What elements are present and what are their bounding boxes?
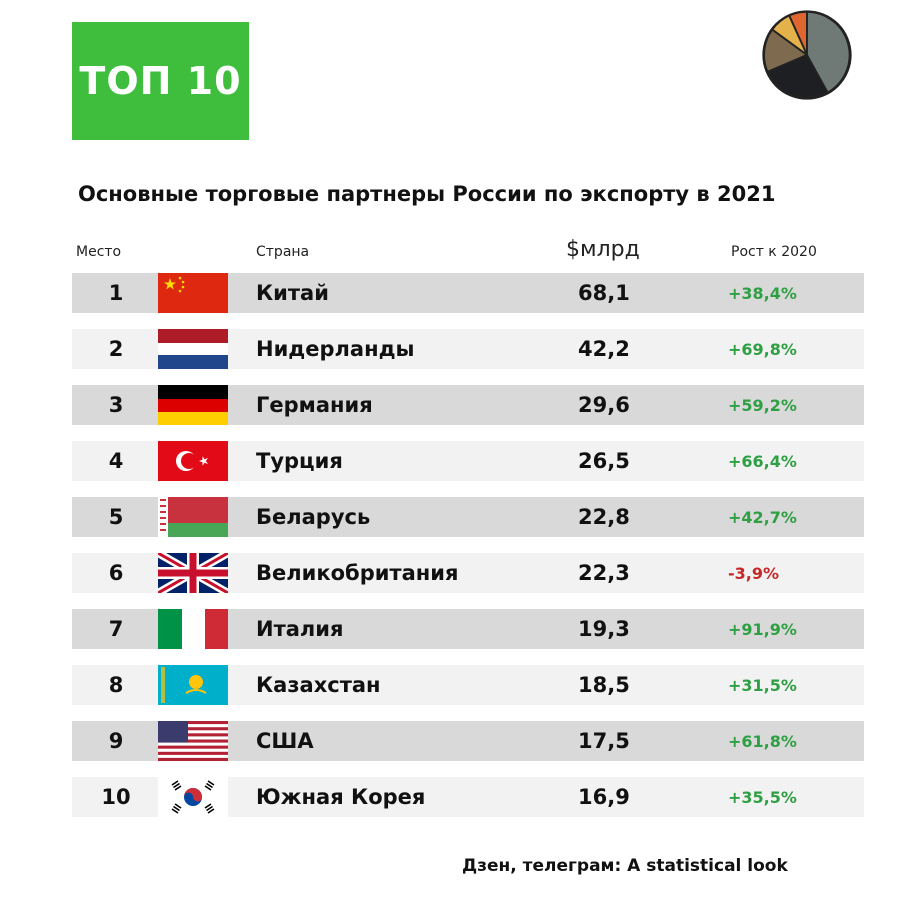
table-row: 7 Италия 19,3 +91,9% xyxy=(72,609,864,649)
rank-number: 8 xyxy=(108,673,124,697)
country-name: США xyxy=(256,729,314,753)
growth-percent: +38,4% xyxy=(728,283,797,303)
export-value: 68,1 xyxy=(578,281,630,305)
growth-percent: +66,4% xyxy=(728,451,797,471)
export-value: 29,6 xyxy=(578,393,630,417)
column-header-country: Страна xyxy=(256,244,310,260)
growth-percent: +59,2% xyxy=(728,395,797,415)
rank-number: 7 xyxy=(108,617,124,641)
country-name: Италия xyxy=(256,617,344,641)
rank-number: 2 xyxy=(108,337,124,361)
country-name: Германия xyxy=(256,393,373,417)
table-row: 10 Южная Корея 16,9 +35,5% xyxy=(72,777,864,817)
germany-flag-icon xyxy=(158,385,228,425)
country-name: Нидерланды xyxy=(256,337,415,361)
growth-percent: +61,8% xyxy=(728,731,797,751)
export-value: 19,3 xyxy=(578,617,630,641)
export-value: 17,5 xyxy=(578,729,630,753)
italy-flag-icon xyxy=(158,609,228,649)
country-name: Великобритания xyxy=(256,561,459,585)
table-row: 3 Германия 29,6 +59,2% xyxy=(72,385,864,425)
country-name: Турция xyxy=(256,449,343,473)
chart-title: Основные торговые партнеры России по экс… xyxy=(78,182,776,206)
growth-percent: +69,8% xyxy=(728,339,797,359)
south-korea-flag-icon xyxy=(158,777,228,817)
usa-flag-icon xyxy=(158,721,228,761)
growth-percent: +91,9% xyxy=(728,619,797,639)
growth-percent: +35,5% xyxy=(728,787,797,807)
rank-number: 5 xyxy=(108,505,124,529)
belarus-flag-icon xyxy=(158,497,228,537)
table-row: 9 США 17,5 +61,8% xyxy=(72,721,864,761)
table-row: 2 Нидерланды 42,2 +69,8% xyxy=(72,329,864,369)
turkey-flag-icon xyxy=(158,441,228,481)
table-row: 6 Великобритания 22,3 -3,9% xyxy=(72,553,864,593)
country-name: Южная Корея xyxy=(256,785,426,809)
uk-flag-icon xyxy=(158,553,228,593)
china-flag-icon xyxy=(158,273,228,313)
table-row: 5 Беларусь 22,8 +42,7% xyxy=(72,497,864,537)
export-value: 42,2 xyxy=(578,337,630,361)
export-value: 16,9 xyxy=(578,785,630,809)
ranking-table: 1 Китай 68,1 +38,4% 2 Нидерланды 42,2 +69,8% 3 Ге… xyxy=(72,273,864,833)
export-value: 22,8 xyxy=(578,505,630,529)
rank-number: 10 xyxy=(101,785,131,809)
column-header-growth: Рост к 2020 xyxy=(731,244,817,260)
rank-number: 1 xyxy=(108,281,124,305)
export-value: 26,5 xyxy=(578,449,630,473)
growth-percent: +31,5% xyxy=(728,675,797,695)
table-row: 4 Турция 26,5 +66,4% xyxy=(72,441,864,481)
table-row: 8 Казахстан 18,5 +31,5% xyxy=(72,665,864,705)
netherlands-flag-icon xyxy=(158,329,228,369)
rank-number: 6 xyxy=(108,561,124,585)
source-footer: Дзен, телеграм: A statistical look xyxy=(462,856,788,876)
rank-number: 3 xyxy=(108,393,124,417)
country-name: Беларусь xyxy=(256,505,371,529)
table-row: 1 Китай 68,1 +38,4% xyxy=(72,273,864,313)
top10-badge: ТОП 10 xyxy=(72,22,249,140)
export-value: 18,5 xyxy=(578,673,630,697)
kazakhstan-flag-icon xyxy=(158,665,228,705)
country-name: Китай xyxy=(256,281,329,305)
column-header-value: $млрд xyxy=(566,237,640,262)
rank-number: 9 xyxy=(108,729,124,753)
pie-chart-logo-icon xyxy=(760,8,854,102)
column-header-place: Место xyxy=(76,244,122,260)
growth-percent: +42,7% xyxy=(728,507,797,527)
rank-number: 4 xyxy=(108,449,124,473)
country-name: Казахстан xyxy=(256,673,381,697)
growth-percent: -3,9% xyxy=(728,563,780,583)
export-value: 22,3 xyxy=(578,561,630,585)
